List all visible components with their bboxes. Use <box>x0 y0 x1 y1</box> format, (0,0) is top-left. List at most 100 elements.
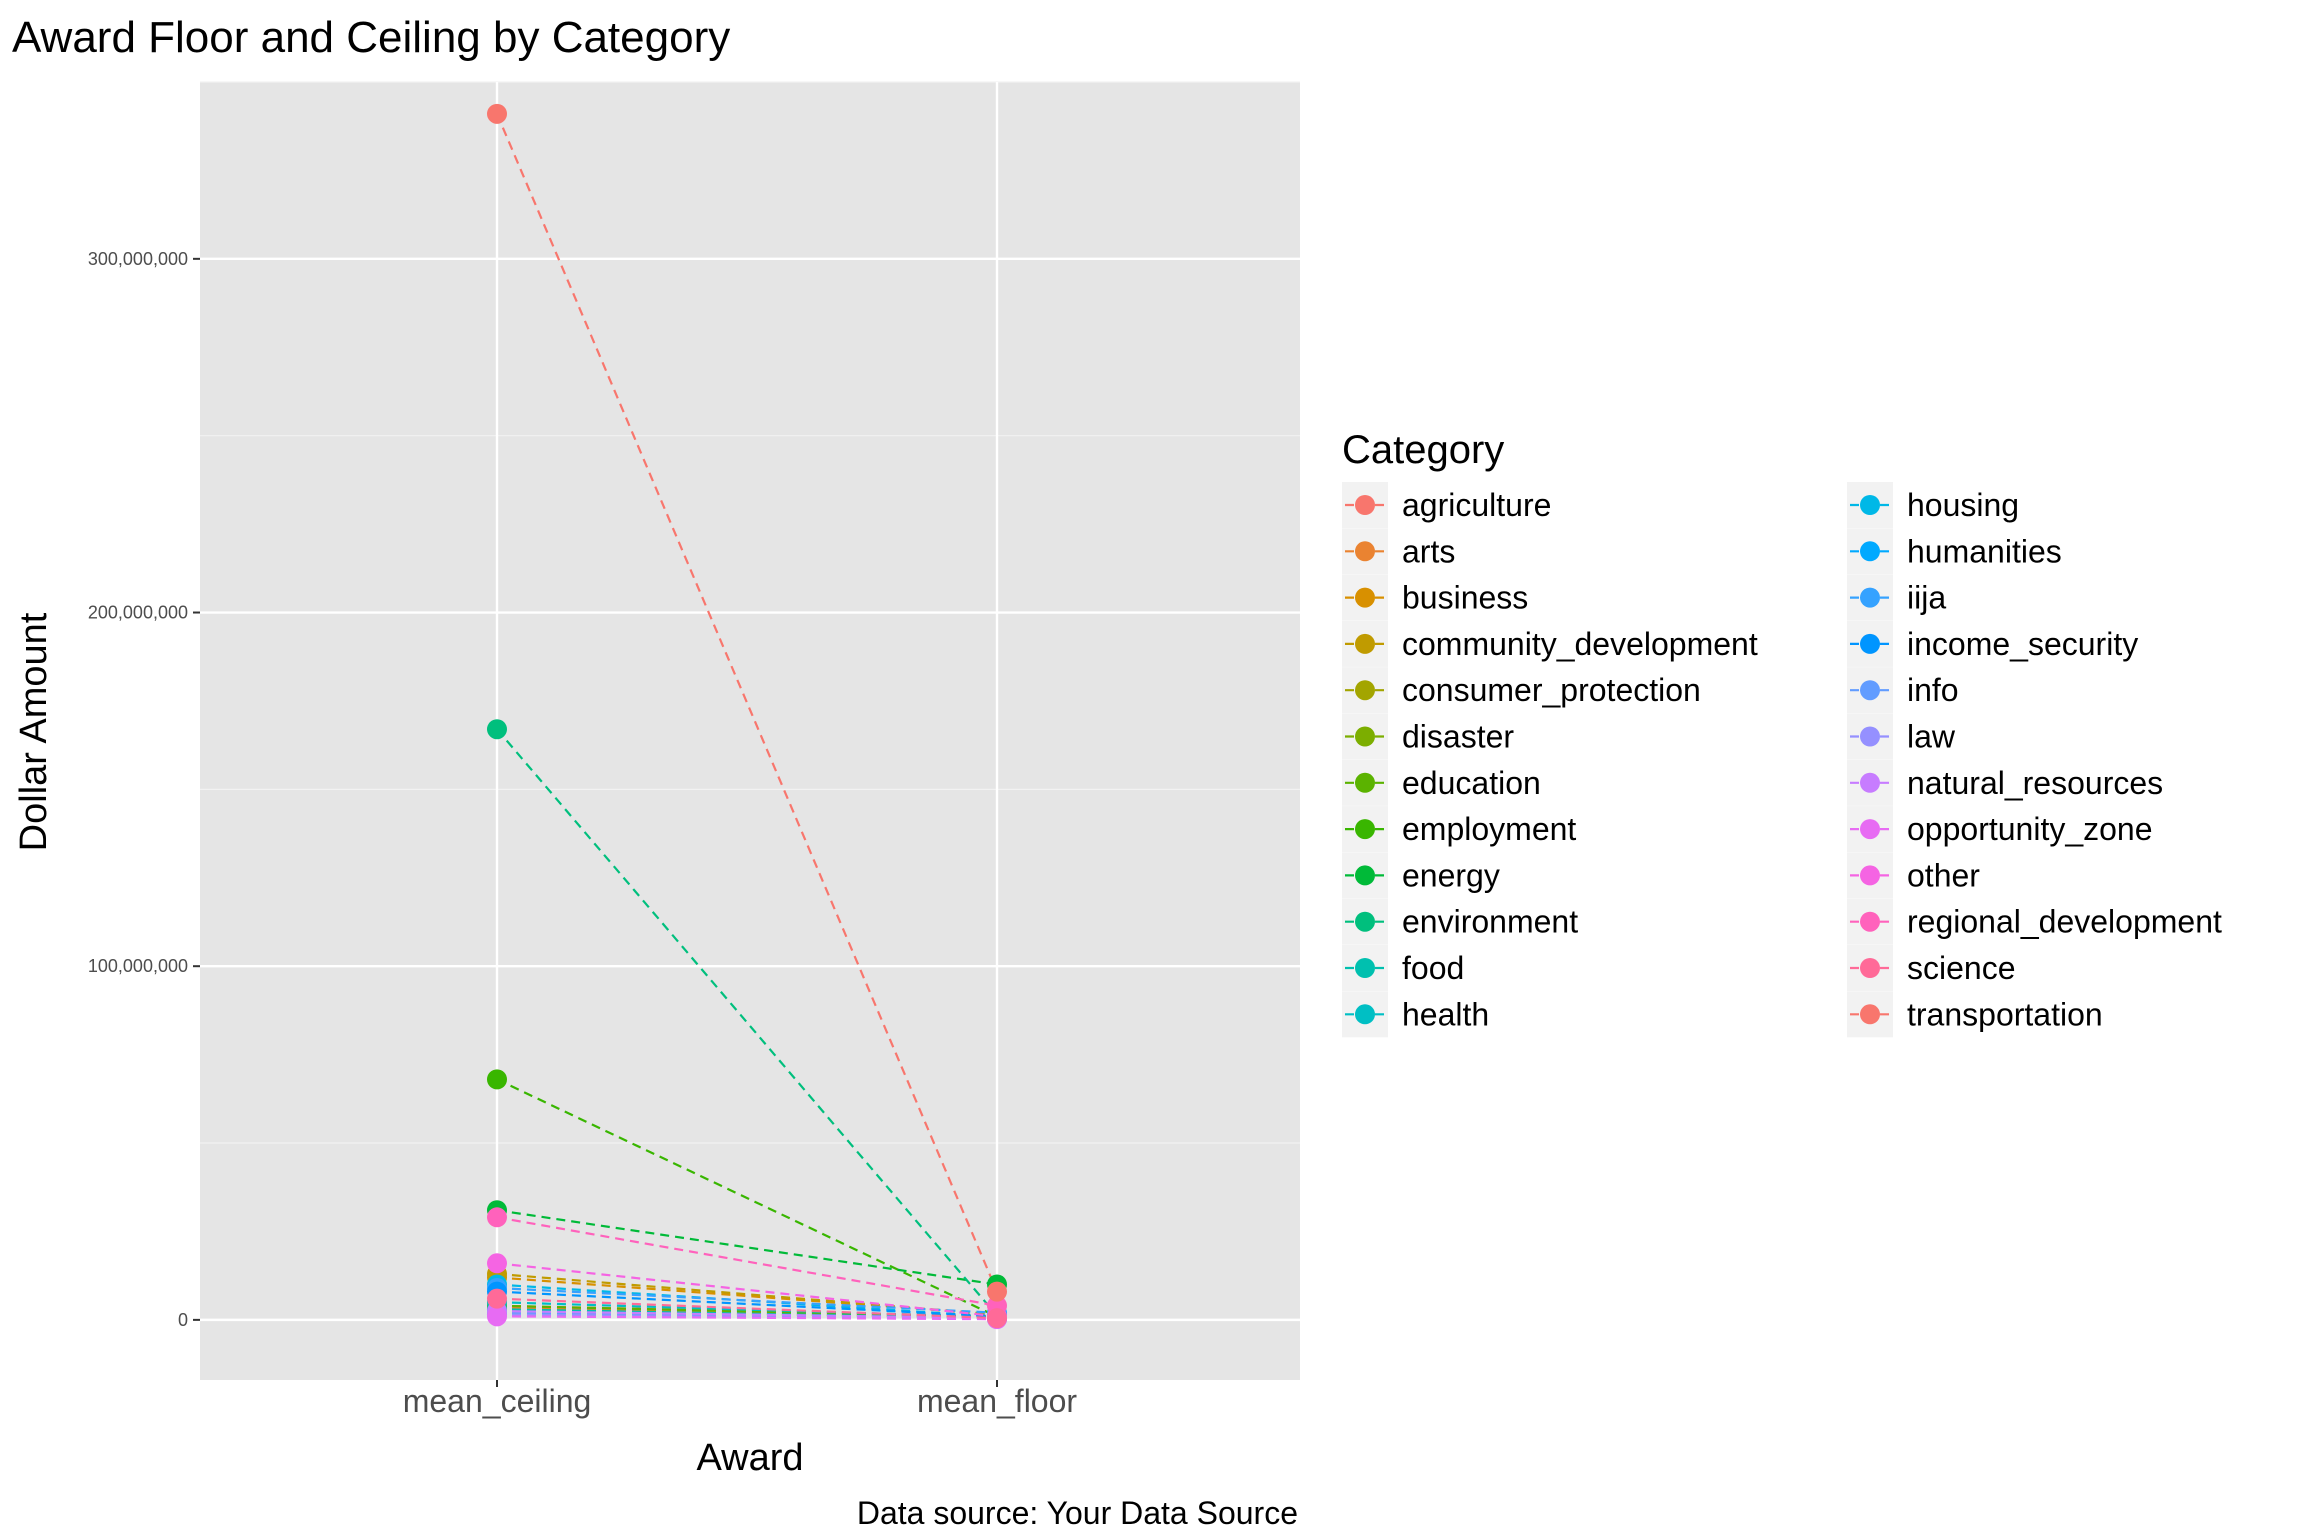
series-line-energy <box>496 1209 998 1286</box>
legend-item-food: food <box>1342 945 1464 991</box>
legend-item-humanities: humanities <box>1847 528 2062 575</box>
legend-label: housing <box>1907 487 2019 523</box>
legend-item-science: science <box>1847 945 2016 991</box>
legend-item-disaster: disaster <box>1342 713 1514 760</box>
legend-label: opportunity_zone <box>1907 811 2153 847</box>
y-tick-label: 200,000,000 <box>88 603 188 623</box>
legend-item-agriculture: agriculture <box>1342 482 1551 528</box>
y-tick-label: 100,000,000 <box>88 956 188 976</box>
legend-key-point <box>1860 772 1880 793</box>
point-opportunity_zone-mean_ceiling <box>487 1306 507 1327</box>
legend-key-point <box>1860 911 1880 932</box>
legend-label: regional_development <box>1907 904 2222 940</box>
legend-label: agriculture <box>1402 487 1551 523</box>
legend-label: arts <box>1402 533 1455 569</box>
legend-item-other: other <box>1847 852 1980 899</box>
legend-label: science <box>1907 950 2016 986</box>
series-line-opportunity_zone <box>496 1315 998 1321</box>
y-axis-ticks: 0 100,000,000 200,000,000 300,000,000 <box>88 249 200 1330</box>
x-axis-title: Award <box>696 1437 803 1479</box>
legend-label: iija <box>1907 580 1946 616</box>
series-line-arts <box>496 1306 998 1319</box>
series-line-education <box>496 1304 998 1319</box>
series-line-employment <box>496 1078 998 1318</box>
legend-key-point <box>1355 726 1375 747</box>
legend-key-point <box>1355 865 1375 886</box>
legend-key-point <box>1355 495 1375 515</box>
legend-item-consumer_protection: consumer_protection <box>1342 667 1701 714</box>
caption: Data source: Your Data Source <box>857 1495 1298 1531</box>
legend-item-info: info <box>1847 667 1959 714</box>
plot-panel <box>200 82 1300 1380</box>
legend-label: employment <box>1402 811 1576 847</box>
legend-label: food <box>1402 950 1464 986</box>
point-regional_development-mean_ceiling <box>487 1207 507 1228</box>
legend-label: consumer_protection <box>1402 672 1701 708</box>
legend-label: community_development <box>1402 626 1758 662</box>
series-line-food <box>496 1308 998 1320</box>
legend-item-employment: employment <box>1342 806 1576 853</box>
legend-item-transportation: transportation <box>1847 991 2103 1038</box>
legend-item-opportunity_zone: opportunity_zone <box>1847 806 2153 853</box>
legend-label: education <box>1402 765 1541 801</box>
legend-label: environment <box>1402 904 1578 940</box>
legend-key-point <box>1860 633 1880 654</box>
legend-key-point <box>1355 1004 1375 1025</box>
series-line-info <box>496 1311 998 1320</box>
legend-key-point <box>1860 495 1880 515</box>
legend-label: health <box>1402 996 1489 1032</box>
series-line-business <box>496 1276 998 1316</box>
chart-title: Award Floor and Ceiling by Category <box>12 13 730 62</box>
series-line-natural_resources <box>496 1309 998 1320</box>
series-line-transportation <box>495 113 999 1293</box>
legend-label: transportation <box>1907 996 2103 1032</box>
series-line-science <box>496 1297 998 1320</box>
point-employment-mean_ceiling <box>487 1069 507 1090</box>
legend-item-regional_development: regional_development <box>1847 898 2222 945</box>
legend-label: natural_resources <box>1907 765 2163 801</box>
x-axis-ticks: mean_ceiling mean_floor <box>403 1380 1077 1419</box>
legend-item-community_development: community_development <box>1342 620 1758 667</box>
legend-label: info <box>1907 672 1959 708</box>
legend-key-point <box>1355 633 1375 654</box>
legend-key-point <box>1355 541 1375 562</box>
legend-item-housing: housing <box>1847 482 2019 528</box>
point-science-mean_floor <box>987 1308 1007 1329</box>
legend-item-business: business <box>1342 574 1528 621</box>
legend-key-point <box>1355 680 1375 701</box>
legend-key-point <box>1355 819 1375 840</box>
series-line-environment <box>496 728 998 1317</box>
legend-item-iija: iija <box>1847 574 1946 621</box>
legend-item-natural_resources: natural_resources <box>1847 759 2163 806</box>
series-lines <box>495 113 999 1321</box>
series-line-law <box>496 1313 998 1320</box>
point-environment-mean_ceiling <box>487 719 507 740</box>
legend-key-point <box>1355 772 1375 793</box>
legend-item-education: education <box>1342 759 1541 806</box>
legend-label: humanities <box>1907 533 2062 569</box>
y-tick-label: 300,000,000 <box>88 249 188 269</box>
x-tick-label: mean_ceiling <box>403 1383 592 1419</box>
legend-key-point <box>1355 958 1375 978</box>
legend-label: business <box>1402 580 1528 616</box>
legend-label: law <box>1907 719 1956 755</box>
legend-key-point <box>1860 680 1880 701</box>
legend-label: income_security <box>1907 626 2138 662</box>
y-axis-title: Dollar Amount <box>13 612 55 851</box>
series-line-community_development <box>496 1272 998 1316</box>
series-line-other <box>496 1262 998 1318</box>
series-line-health <box>496 1301 998 1319</box>
legend-title: Category <box>1342 428 1504 472</box>
legend-key-point <box>1860 819 1880 840</box>
legend-item-environment: environment <box>1342 898 1578 945</box>
series-line-regional_development <box>496 1216 998 1307</box>
legend-label: energy <box>1402 857 1500 893</box>
legend-item-arts: arts <box>1342 528 1455 575</box>
legend-key-point <box>1860 1004 1880 1025</box>
series-points <box>487 103 1007 1330</box>
point-transportation-mean_ceiling <box>487 103 507 124</box>
legend-key-point <box>1860 865 1880 886</box>
point-transportation-mean_floor <box>987 1281 1007 1302</box>
legend-item-health: health <box>1342 991 1489 1038</box>
